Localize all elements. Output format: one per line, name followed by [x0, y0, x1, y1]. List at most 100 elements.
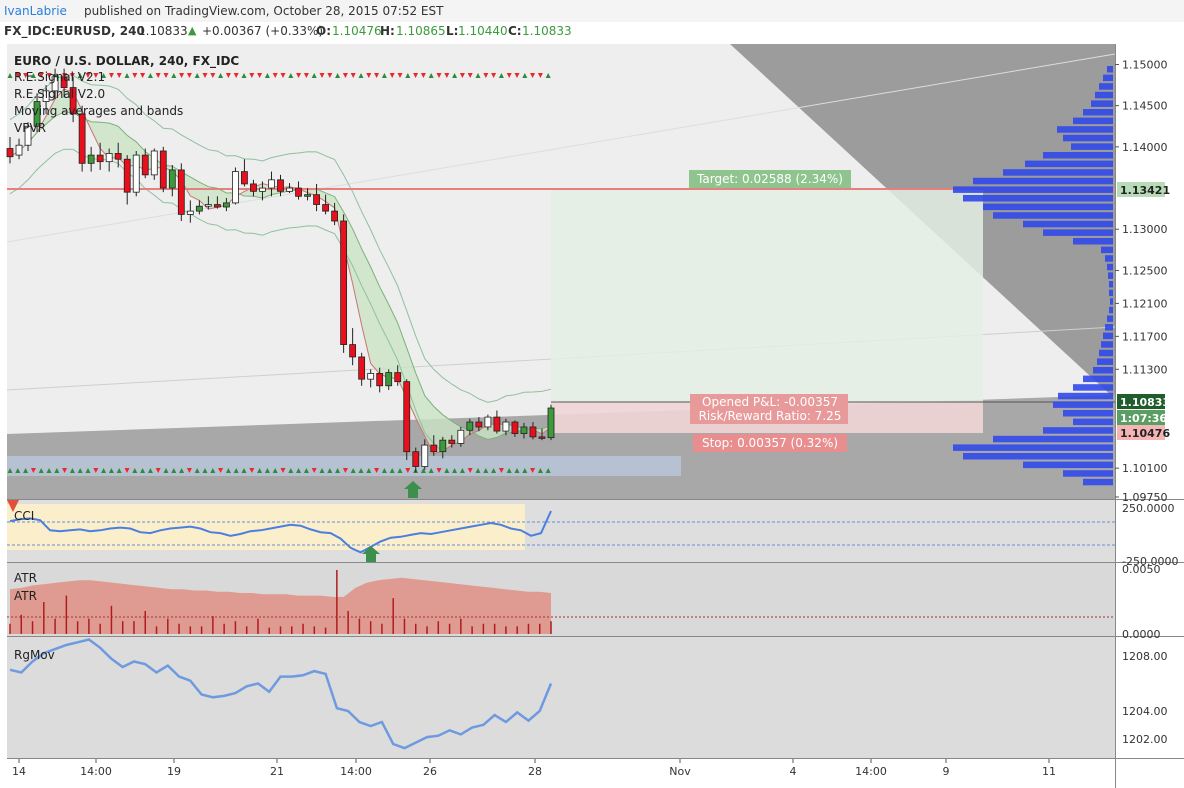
candle [412, 447, 420, 473]
candle-body [286, 187, 293, 192]
top-buy-marker [498, 73, 504, 78]
price-badges: 1.13421 1.10833 1:07:36 1.10476 [1117, 182, 1170, 440]
target-label: Target: 0.02588 (2.34%) [696, 172, 843, 186]
top-sell-marker [327, 73, 333, 78]
pnl-label-box[interactable] [690, 394, 848, 424]
top-sell-marker [38, 73, 44, 78]
ticker-high-label: H: [380, 24, 395, 38]
rgmov-axis-1202: 1202.00 [1122, 733, 1168, 746]
candle [241, 159, 248, 187]
top-buy-marker [311, 73, 317, 78]
bottom-buy-marker [444, 468, 450, 473]
volume-profile-bar [1063, 410, 1113, 417]
price-badge-label: 1.10833 [1120, 396, 1170, 409]
bottom-sell-marker [93, 468, 99, 473]
candle [358, 352, 366, 386]
rgmov-pane-bg [7, 637, 1115, 758]
legend-item-re-signal-v20[interactable]: R.E.Signal V2.0 [14, 87, 105, 101]
candle [493, 410, 501, 434]
price-axis[interactable]: 1.15000 1.14500 1.14000 1.13000 1.12500 1.121… [1115, 58, 1168, 504]
candle [51, 68, 59, 100]
candle [195, 200, 203, 215]
price-tick-label: 1.12500 [1122, 264, 1168, 277]
candle [322, 194, 329, 215]
candle-body [322, 204, 329, 212]
target-label-box[interactable] [689, 170, 851, 188]
bottom-buy-marker [514, 468, 520, 473]
time-axis[interactable]: 14 14:00 19 21 14:00 26 28 Nov 4 14:00 9 11 [12, 759, 1056, 778]
rgmov-label: RgMov [14, 648, 55, 662]
candle [430, 435, 438, 456]
volume-profile-bar [1043, 229, 1113, 236]
candle [349, 328, 357, 366]
top-buy-marker [381, 73, 387, 78]
price-badge [1117, 425, 1165, 440]
candle-body [6, 148, 14, 158]
ticker-last: 1.10833 [138, 24, 188, 38]
cci-label: CCI [14, 509, 34, 523]
bottom-sell-marker [342, 468, 348, 473]
bottom-sell-marker [498, 468, 504, 473]
bottom-buy-marker [179, 468, 185, 473]
candle [313, 183, 320, 212]
candle [159, 146, 167, 193]
candlesticks [6, 68, 555, 473]
legend-item-vpvr[interactable]: VPVR [14, 121, 46, 135]
bottom-buy-marker [140, 468, 146, 473]
ticker-open: 1.10476 [332, 24, 382, 38]
candle-body [412, 451, 420, 467]
bottom-buy-marker [210, 468, 216, 473]
author-link[interactable]: IvanLabrie [4, 4, 67, 18]
bottom-buy-marker [241, 468, 247, 473]
candle [168, 164, 176, 197]
volume-profile-bar [1103, 74, 1113, 82]
candle-body [250, 183, 257, 192]
bottom-buy-marker [147, 468, 153, 473]
volume-profile-bar [1003, 169, 1113, 176]
bottom-buy-marker [7, 468, 13, 473]
candle-body [159, 150, 167, 189]
bottom-buy-marker [163, 468, 169, 473]
legend-item-moving-averages[interactable]: Moving averages and bands [14, 104, 183, 118]
bottom-sell-marker [467, 468, 473, 473]
price-badge-label: 1.10476 [1120, 427, 1170, 440]
volume-profile-bar [953, 444, 1113, 451]
volume-profile-bar [1099, 349, 1113, 357]
time-tick-label: 4 [790, 765, 797, 778]
time-tick-label: 14 [12, 765, 26, 778]
top-sell-marker [249, 73, 255, 78]
top-sell-marker [272, 73, 278, 78]
legend-item-re-signal-v21[interactable]: R.E.Signal V2.1 [14, 70, 105, 84]
candle [385, 369, 393, 390]
bottom-buy-marker [108, 468, 114, 473]
top-sell-marker [397, 73, 403, 78]
candle [268, 171, 275, 197]
volume-profile-bar [993, 435, 1113, 443]
rgmov-axis-1204: 1204.00 [1122, 705, 1168, 718]
bottom-buy-marker [23, 468, 29, 473]
top-sell-marker [155, 73, 161, 78]
top-sell-marker [108, 73, 114, 78]
price-badge [1117, 394, 1165, 409]
candle [96, 142, 104, 170]
chart-canvas[interactable]: Target: 0.02588 (2.34%) Opened P&L: -0.0… [0, 42, 1184, 788]
top-sell-marker [116, 73, 122, 78]
volume-profile-bar [1105, 324, 1113, 331]
volume-profile-bar [1058, 392, 1113, 400]
top-sell-marker [163, 73, 169, 78]
rgmov-line [9, 638, 553, 750]
candle-body [547, 407, 555, 439]
candle-body [385, 372, 393, 387]
candle-body [141, 154, 149, 176]
candle-body [358, 356, 366, 380]
bottom-buy-marker [233, 468, 239, 473]
stop-label-box[interactable] [693, 434, 847, 452]
volume-profile-bar [993, 212, 1113, 219]
ticker-low-label: L: [446, 24, 459, 38]
candle [403, 379, 411, 460]
top-buy-marker [218, 73, 224, 78]
time-tick-label: 9 [943, 765, 950, 778]
bottom-buy-marker [381, 468, 387, 473]
candle-body [304, 194, 311, 197]
candle [538, 428, 546, 441]
